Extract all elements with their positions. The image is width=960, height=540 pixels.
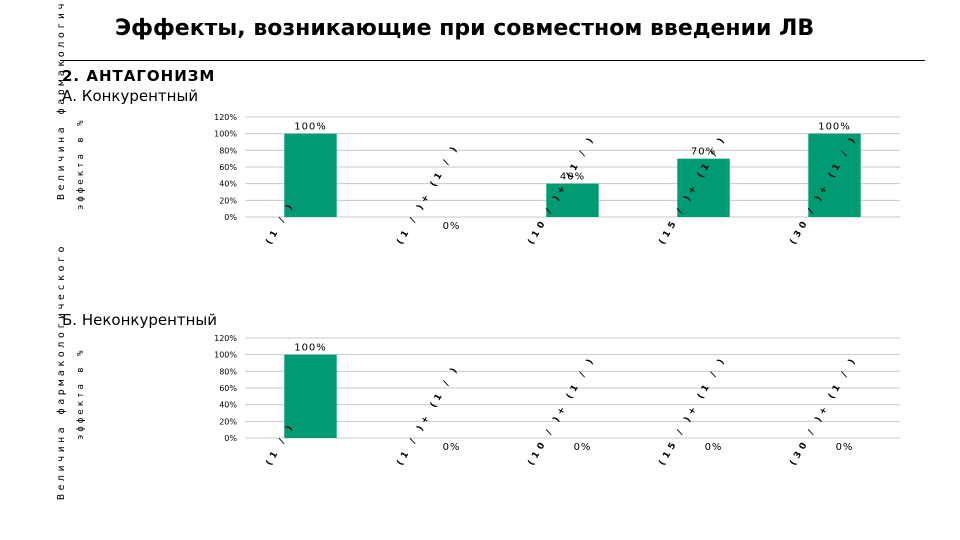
y-tick-label: 40%	[219, 180, 237, 189]
subheading-competitive: А. Конкурентный	[62, 87, 199, 105]
y-tick-label: 20%	[219, 417, 237, 426]
data-label: 0%	[574, 442, 592, 453]
bar	[284, 354, 337, 438]
section-heading: 2. АНТАГОНИЗМ	[62, 67, 216, 85]
slide-title: Эффекты, возникающие при совместном введ…	[115, 16, 815, 41]
y-tick-label: 20%	[219, 196, 237, 205]
bar	[546, 183, 599, 217]
data-label: 0%	[705, 442, 723, 453]
data-label: 70%	[691, 147, 716, 158]
data-label: 0%	[443, 221, 461, 232]
y-tick-label: 80%	[219, 146, 237, 155]
title-divider	[60, 60, 925, 61]
y-tick-label: 60%	[219, 384, 237, 393]
y-tick-label: 120%	[214, 334, 237, 343]
y-tick-label: 60%	[219, 163, 237, 172]
data-label: 100%	[818, 122, 851, 133]
y-tick-label: 0%	[224, 434, 237, 443]
data-label: 100%	[294, 343, 327, 354]
y-tick-label: 120%	[214, 113, 237, 122]
y-tick-label: 100%	[214, 130, 237, 139]
bar	[284, 133, 337, 217]
data-label: 100%	[294, 122, 327, 133]
y-tick-label: 100%	[214, 351, 237, 360]
subheading-noncompetitive: Б. Неконкурентный	[62, 311, 218, 329]
data-label: 40%	[560, 172, 585, 183]
bar	[808, 133, 861, 217]
data-label: 0%	[443, 442, 461, 453]
category-label: (1 / )	[264, 421, 297, 468]
data-label: 0%	[836, 442, 854, 453]
y-tick-label: 40%	[219, 401, 237, 410]
bar	[677, 158, 730, 217]
category-label: (1 / )	[264, 200, 297, 247]
y-tick-label: 80%	[219, 367, 237, 376]
y-tick-label: 0%	[224, 213, 237, 222]
